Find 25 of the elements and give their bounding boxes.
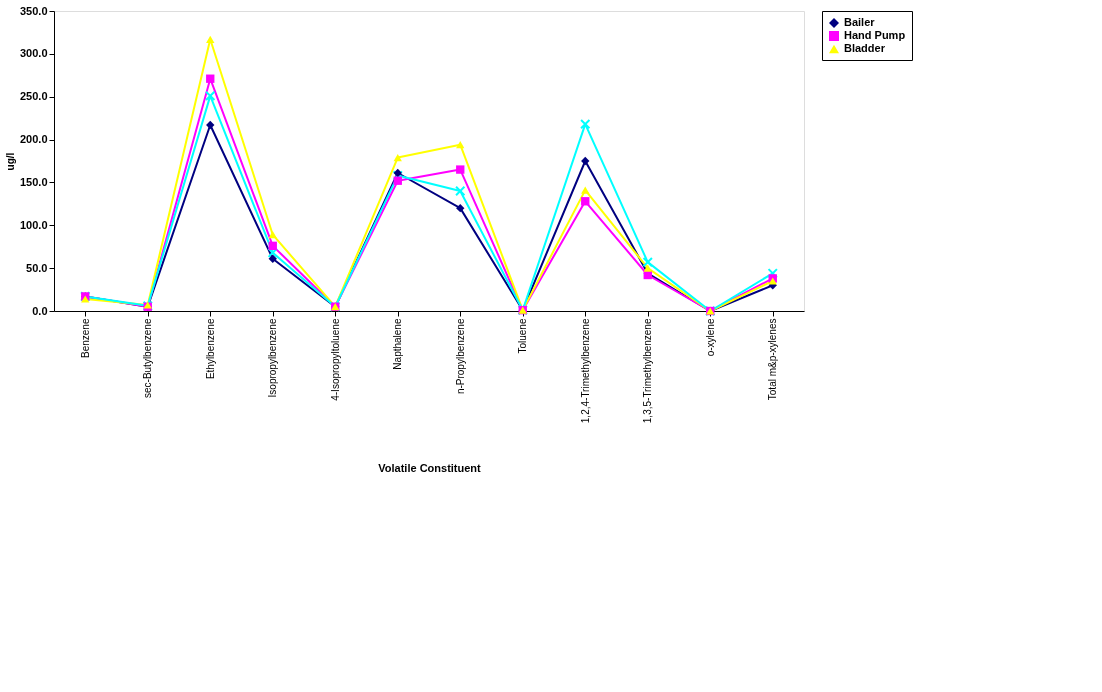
- legend-label: Bladder: [844, 42, 886, 54]
- x-tick-label: 1,2,4-Trimethylbenzene: [579, 318, 591, 424]
- y-tick-label: 200.0: [19, 133, 48, 146]
- y-tick-label: 50.0: [26, 261, 48, 274]
- y-axis-title: ug/l: [4, 152, 16, 171]
- x-tick-label: o-xylene: [704, 318, 716, 357]
- y-tick-label: 350.0: [19, 4, 48, 17]
- x-tick-label: Benzene: [79, 318, 91, 358]
- legend-label: Hand Pump: [844, 29, 906, 41]
- x-tick-label: Total m&p-xylenes: [767, 318, 779, 401]
- x-tick-label: Napthalene: [392, 318, 404, 370]
- x-tick-label: Toluene: [517, 318, 529, 354]
- x-axis-title: Volatile Constituent: [378, 462, 482, 475]
- x-tick-label: n-Propylbenzene: [454, 318, 466, 395]
- x-tick-label: 1,3,5-Trimethylbenzene: [642, 318, 654, 424]
- x-tick-label: Ethylbenzene: [204, 318, 216, 380]
- x-tick-label: Isopropylbenzene: [267, 318, 279, 398]
- y-tick-label: 250.0: [19, 90, 48, 103]
- y-tick-label: 0.0: [32, 304, 48, 317]
- y-tick-label: 150.0: [19, 175, 48, 188]
- y-tick-label: 100.0: [19, 218, 48, 231]
- y-tick-label: 300.0: [19, 47, 48, 60]
- x-tick-label: 4-Isopropyltoluene: [329, 318, 341, 401]
- legend-label: Bailer: [844, 16, 876, 28]
- x-tick-label: sec-Butylbenzene: [142, 318, 154, 398]
